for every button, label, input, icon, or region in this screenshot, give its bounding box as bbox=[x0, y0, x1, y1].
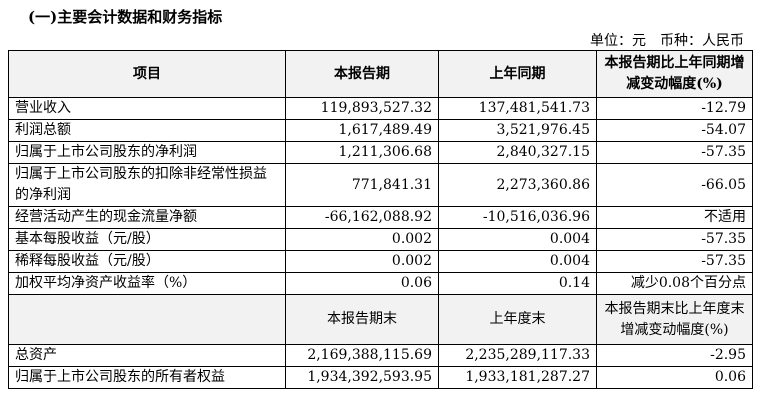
table-row: 经营活动产生的现金流量净额 -66,162,088.92 -10,516,036.9… bbox=[8, 206, 753, 229]
value-cell: -66,162,088.92 bbox=[285, 206, 439, 229]
unit-note: 单位：元 币种：人民币 bbox=[590, 33, 744, 49]
header-row: 项目 本报告期 上年同期 本报告期比上年同期增减变动幅度(%) bbox=[8, 50, 753, 98]
item-cell: 利润总额 bbox=[8, 119, 286, 142]
value-cell: 2,273,360.86 bbox=[438, 163, 597, 207]
value-cell: 2,169,388,115.69 bbox=[285, 344, 439, 367]
value-cell: 1,617,489.49 bbox=[285, 119, 439, 142]
header-cell: 本报告期 bbox=[285, 50, 439, 98]
header-cell: 本报告期比上年同期增减变动幅度(%) bbox=[596, 50, 753, 98]
value-cell: 0.004 bbox=[438, 250, 597, 273]
value-cell: 2,235,289,117.33 bbox=[438, 344, 597, 367]
table-row: 加权平均净资产收益率（%） 0.06 0.14 减少0.08个百分点 bbox=[8, 272, 753, 295]
header-cell: 项目 bbox=[8, 50, 286, 98]
value-cell: 2,840,327.15 bbox=[438, 141, 597, 164]
value-cell: -10,516,036.96 bbox=[438, 206, 597, 229]
item-cell: 经营活动产生的现金流量净额 bbox=[8, 206, 286, 229]
subheader-cell: 本报告期末比上年度末增减变动幅度(%) bbox=[596, 294, 753, 345]
value-cell: 不适用 bbox=[596, 206, 753, 229]
value-cell: 0.06 bbox=[596, 366, 753, 389]
value-cell: 减少0.08个百分点 bbox=[596, 272, 753, 295]
value-cell: 0.14 bbox=[438, 272, 597, 295]
value-cell: 1,934,392,593.95 bbox=[285, 366, 439, 389]
value-cell: -66.05 bbox=[596, 163, 753, 207]
table-row: 稀释每股收益（元/股） 0.002 0.004 -57.35 bbox=[8, 250, 753, 273]
heading: (一)主要会计数据和财务指标 bbox=[28, 8, 223, 26]
table-row: 基本每股收益（元/股） 0.002 0.004 -57.35 bbox=[8, 228, 753, 251]
empty-cell bbox=[8, 294, 286, 345]
table-body: 营业收入 119,893,527.32 137,481,541.73 -12.79 利润… bbox=[8, 97, 753, 389]
subheader-cell: 上年度末 bbox=[438, 294, 597, 345]
value-cell: 119,893,527.32 bbox=[285, 97, 439, 120]
table-row: 总资产 2,169,388,115.69 2,235,289,117.33 -2.95 bbox=[8, 344, 753, 367]
subheader-row: 本报告期末 上年度末 本报告期末比上年度末增减变动幅度(%) bbox=[8, 294, 753, 345]
item-cell: 归属于上市公司股东的扣除非经常性损益的净利润 bbox=[8, 163, 286, 207]
item-cell: 加权平均净资产收益率（%） bbox=[8, 272, 286, 295]
value-cell: 0.002 bbox=[285, 228, 439, 251]
financial-table: 项目 本报告期 上年同期 本报告期比上年同期增减变动幅度(%) 营业收入 119,893… bbox=[8, 50, 753, 389]
value-cell: -57.35 bbox=[596, 141, 753, 164]
value-cell: 0.06 bbox=[285, 272, 439, 295]
value-cell: 1,933,181,287.27 bbox=[438, 366, 597, 389]
table-row: 归属于上市公司股东的所有者权益 1,934,392,593.95 1,933,181… bbox=[8, 366, 753, 389]
value-cell: -57.35 bbox=[596, 228, 753, 251]
table-row: 归属于上市公司股东的扣除非经常性损益的净利润 771,841.31 2,273,36… bbox=[8, 163, 753, 207]
value-cell: 771,841.31 bbox=[285, 163, 439, 207]
item-cell: 归属于上市公司股东的净利润 bbox=[8, 141, 286, 164]
value-cell: -54.07 bbox=[596, 119, 753, 142]
item-cell: 基本每股收益（元/股） bbox=[8, 228, 286, 251]
header-cell: 上年同期 bbox=[438, 50, 597, 98]
item-cell: 营业收入 bbox=[8, 97, 286, 120]
value-cell: 3,521,976.45 bbox=[438, 119, 597, 142]
value-cell: -12.79 bbox=[596, 97, 753, 120]
value-cell: 1,211,306.68 bbox=[285, 141, 439, 164]
table-row: 利润总额 1,617,489.49 3,521,976.45 -54.07 bbox=[8, 119, 753, 142]
subheader-cell: 本报告期末 bbox=[285, 294, 439, 345]
item-cell: 总资产 bbox=[8, 344, 286, 367]
value-cell: 0.002 bbox=[285, 250, 439, 273]
item-cell: 稀释每股收益（元/股） bbox=[8, 250, 286, 273]
table-row: 营业收入 119,893,527.32 137,481,541.73 -12.79 bbox=[8, 97, 753, 120]
value-cell: 137,481,541.73 bbox=[438, 97, 597, 120]
value-cell: 0.004 bbox=[438, 228, 597, 251]
item-cell: 归属于上市公司股东的所有者权益 bbox=[8, 366, 286, 389]
value-cell: -57.35 bbox=[596, 250, 753, 273]
value-cell: -2.95 bbox=[596, 344, 753, 367]
table-row: 归属于上市公司股东的净利润 1,211,306.68 2,840,327.15 -57… bbox=[8, 141, 753, 164]
